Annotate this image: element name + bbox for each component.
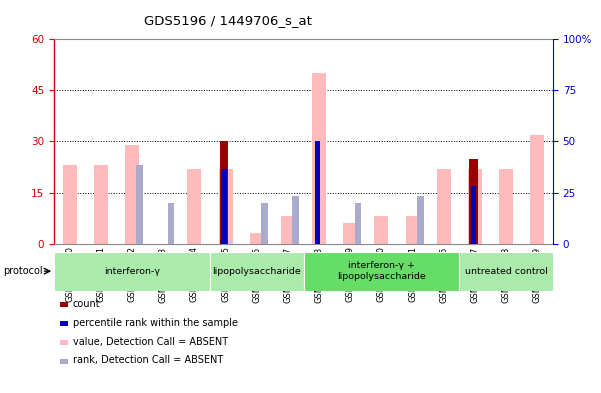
Bar [221, 169, 227, 244]
Text: protocol: protocol [3, 266, 43, 276]
Text: interferon-γ: interferon-γ [104, 267, 160, 275]
Bar [530, 135, 545, 244]
Bar [315, 141, 320, 244]
Bar [459, 252, 553, 291]
Bar [292, 196, 299, 244]
Bar [219, 141, 228, 244]
Bar [374, 217, 388, 244]
Bar [471, 186, 476, 244]
Text: count: count [73, 299, 100, 309]
Bar [94, 165, 108, 244]
Bar [469, 158, 478, 244]
Bar [54, 252, 210, 291]
Bar [437, 169, 451, 244]
Bar [406, 217, 419, 244]
Bar [63, 165, 77, 244]
Text: GDS5196 / 1449706_s_at: GDS5196 / 1449706_s_at [144, 14, 313, 27]
Bar [281, 217, 295, 244]
Bar [125, 145, 139, 244]
Bar [312, 73, 326, 244]
Bar [188, 169, 201, 244]
Bar [499, 169, 513, 244]
Bar [219, 169, 233, 244]
Text: lipopolysaccharide: lipopolysaccharide [212, 267, 301, 275]
Bar [468, 169, 482, 244]
Text: untreated control: untreated control [465, 267, 548, 275]
Text: value, Detection Call = ABSENT: value, Detection Call = ABSENT [73, 336, 228, 347]
Bar [168, 203, 174, 244]
Bar [343, 223, 357, 244]
Bar [210, 252, 304, 291]
Text: interferon-γ +
lipopolysaccharide: interferon-γ + lipopolysaccharide [337, 261, 426, 281]
Bar [304, 252, 459, 291]
Text: percentile rank within the sample: percentile rank within the sample [73, 318, 238, 328]
Bar [136, 165, 143, 244]
Text: rank, Detection Call = ABSENT: rank, Detection Call = ABSENT [73, 355, 223, 365]
Bar [355, 203, 361, 244]
Bar [261, 203, 268, 244]
Bar [417, 196, 424, 244]
Bar [250, 233, 264, 244]
